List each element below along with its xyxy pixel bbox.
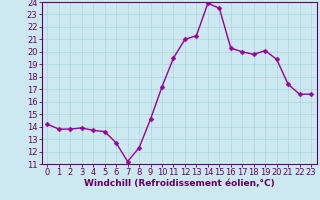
X-axis label: Windchill (Refroidissement éolien,°C): Windchill (Refroidissement éolien,°C) — [84, 179, 275, 188]
